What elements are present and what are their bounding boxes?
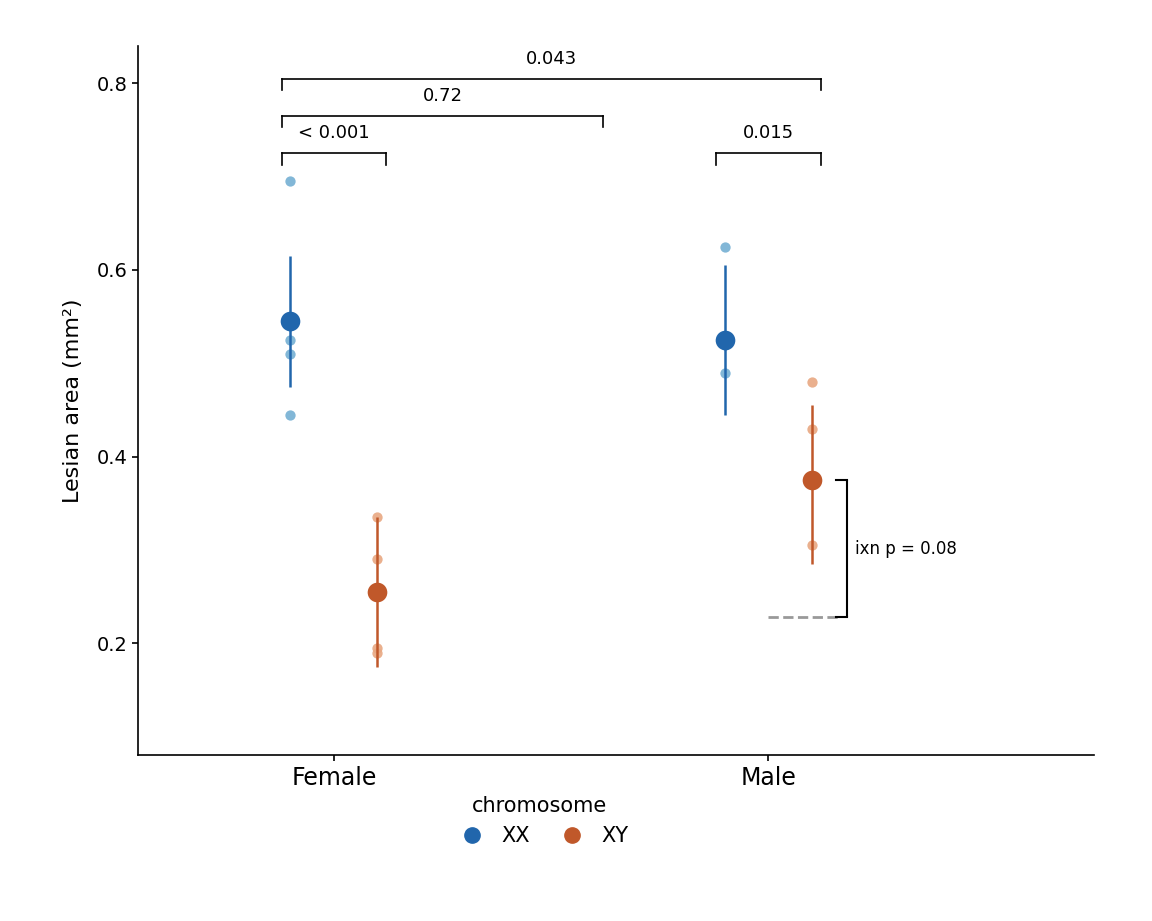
Point bbox=[803, 472, 821, 487]
Point bbox=[715, 239, 734, 254]
Point bbox=[367, 646, 386, 660]
Point bbox=[803, 375, 821, 390]
Point bbox=[715, 332, 734, 347]
Point bbox=[715, 337, 734, 352]
Point bbox=[715, 366, 734, 380]
Point bbox=[803, 538, 821, 553]
Y-axis label: Lesian area (mm²): Lesian area (mm²) bbox=[63, 298, 83, 503]
Text: < 0.001: < 0.001 bbox=[298, 124, 370, 142]
Legend: XX, XY: XX, XY bbox=[444, 787, 636, 855]
Point bbox=[367, 585, 386, 600]
Text: 0.043: 0.043 bbox=[525, 50, 577, 67]
Point bbox=[281, 174, 300, 189]
Point bbox=[715, 332, 734, 347]
Point bbox=[281, 319, 300, 333]
Point bbox=[281, 314, 300, 329]
Point bbox=[281, 332, 300, 347]
Point bbox=[367, 552, 386, 566]
Point bbox=[803, 421, 821, 436]
Text: 0.72: 0.72 bbox=[423, 87, 462, 105]
Point bbox=[367, 640, 386, 655]
Point bbox=[281, 346, 300, 361]
Text: 0.015: 0.015 bbox=[743, 124, 794, 142]
Point bbox=[281, 407, 300, 422]
Text: ixn p = 0.08: ixn p = 0.08 bbox=[855, 540, 957, 557]
Point bbox=[367, 510, 386, 525]
